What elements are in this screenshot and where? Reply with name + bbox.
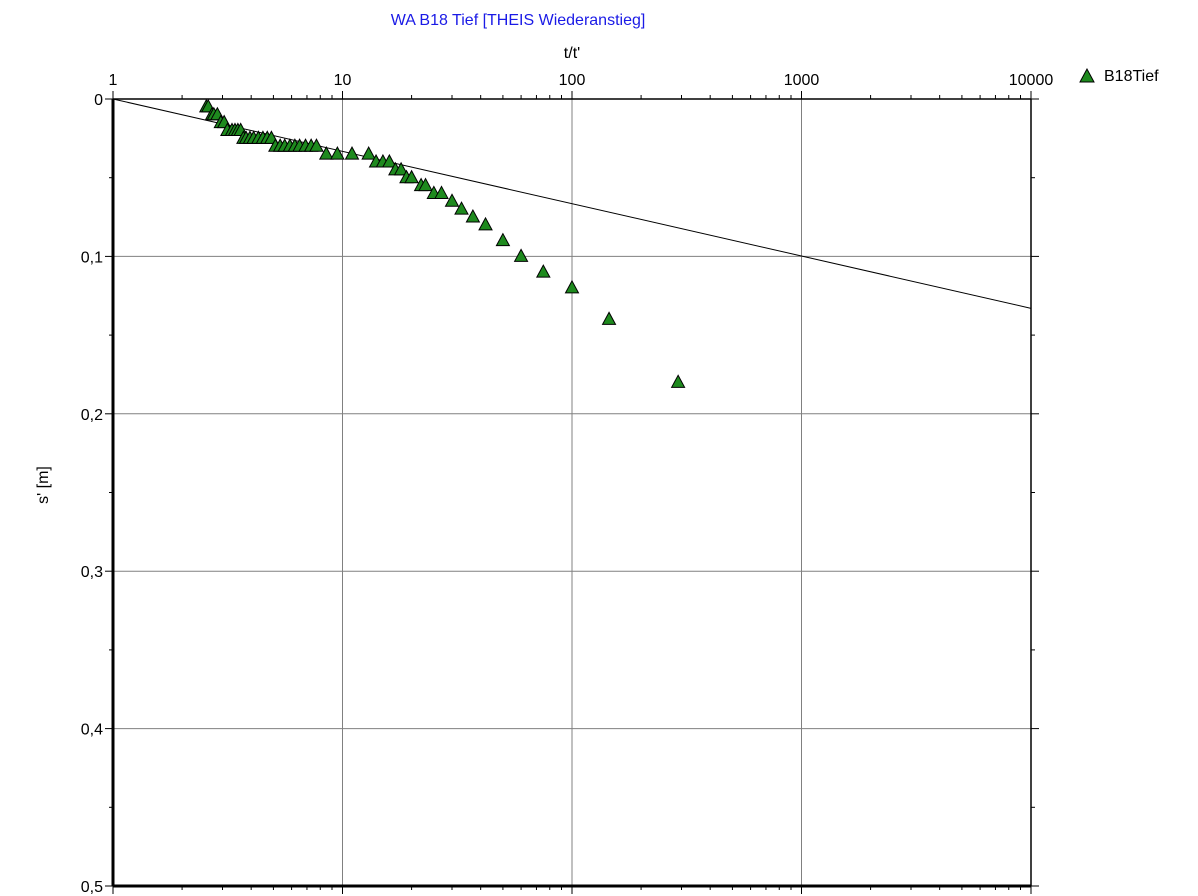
data-point bbox=[404, 169, 419, 184]
chart-title: WA B18 Tief [THEIS Wiederanstieg] bbox=[391, 12, 646, 29]
y-tick-label: 0 bbox=[94, 92, 103, 109]
data-point bbox=[382, 153, 397, 168]
data-point bbox=[495, 232, 511, 247]
y-tick-label: 0,5 bbox=[81, 879, 103, 896]
data-point bbox=[444, 193, 460, 207]
data-point bbox=[330, 146, 345, 160]
data-point bbox=[454, 201, 469, 215]
x-tick-label: 100 bbox=[559, 72, 586, 89]
x-axis-label: t/t' bbox=[564, 45, 580, 62]
y-tick-label: 0,3 bbox=[81, 564, 103, 581]
x-tick-label: 10000 bbox=[1009, 72, 1054, 89]
data-point bbox=[434, 185, 449, 199]
data-point bbox=[601, 311, 617, 325]
data-point bbox=[344, 146, 360, 160]
data-point bbox=[513, 248, 529, 262]
data-point bbox=[535, 264, 551, 278]
data-point bbox=[670, 374, 686, 388]
x-tick-label: 10 bbox=[334, 72, 352, 89]
grid bbox=[113, 99, 1032, 886]
x-tick-label: 1000 bbox=[784, 72, 820, 89]
legend[interactable]: B18Tief bbox=[1079, 67, 1159, 85]
data-point bbox=[361, 146, 376, 160]
x-tick-label: 1 bbox=[109, 72, 118, 89]
data-point bbox=[465, 209, 481, 223]
data-point bbox=[393, 161, 409, 176]
data-point bbox=[309, 138, 324, 152]
data-point bbox=[564, 279, 580, 294]
y-tick-label: 0,4 bbox=[81, 722, 103, 739]
y-axis-label: s' [m] bbox=[35, 466, 52, 504]
legend-label: B18Tief bbox=[1104, 68, 1159, 85]
legend-marker-icon bbox=[1079, 67, 1095, 83]
y-tick-label: 0,2 bbox=[81, 407, 103, 424]
data-point bbox=[318, 146, 334, 160]
data-point bbox=[418, 177, 433, 192]
data-points bbox=[198, 98, 686, 388]
data-point bbox=[478, 216, 493, 231]
tick-labels: 1 10 100 1000 10000 0 0,1 0,2 0,3 0,4 0,5 bbox=[81, 72, 1054, 896]
y-tick-label: 0,1 bbox=[81, 249, 103, 266]
axes bbox=[111, 98, 1032, 888]
